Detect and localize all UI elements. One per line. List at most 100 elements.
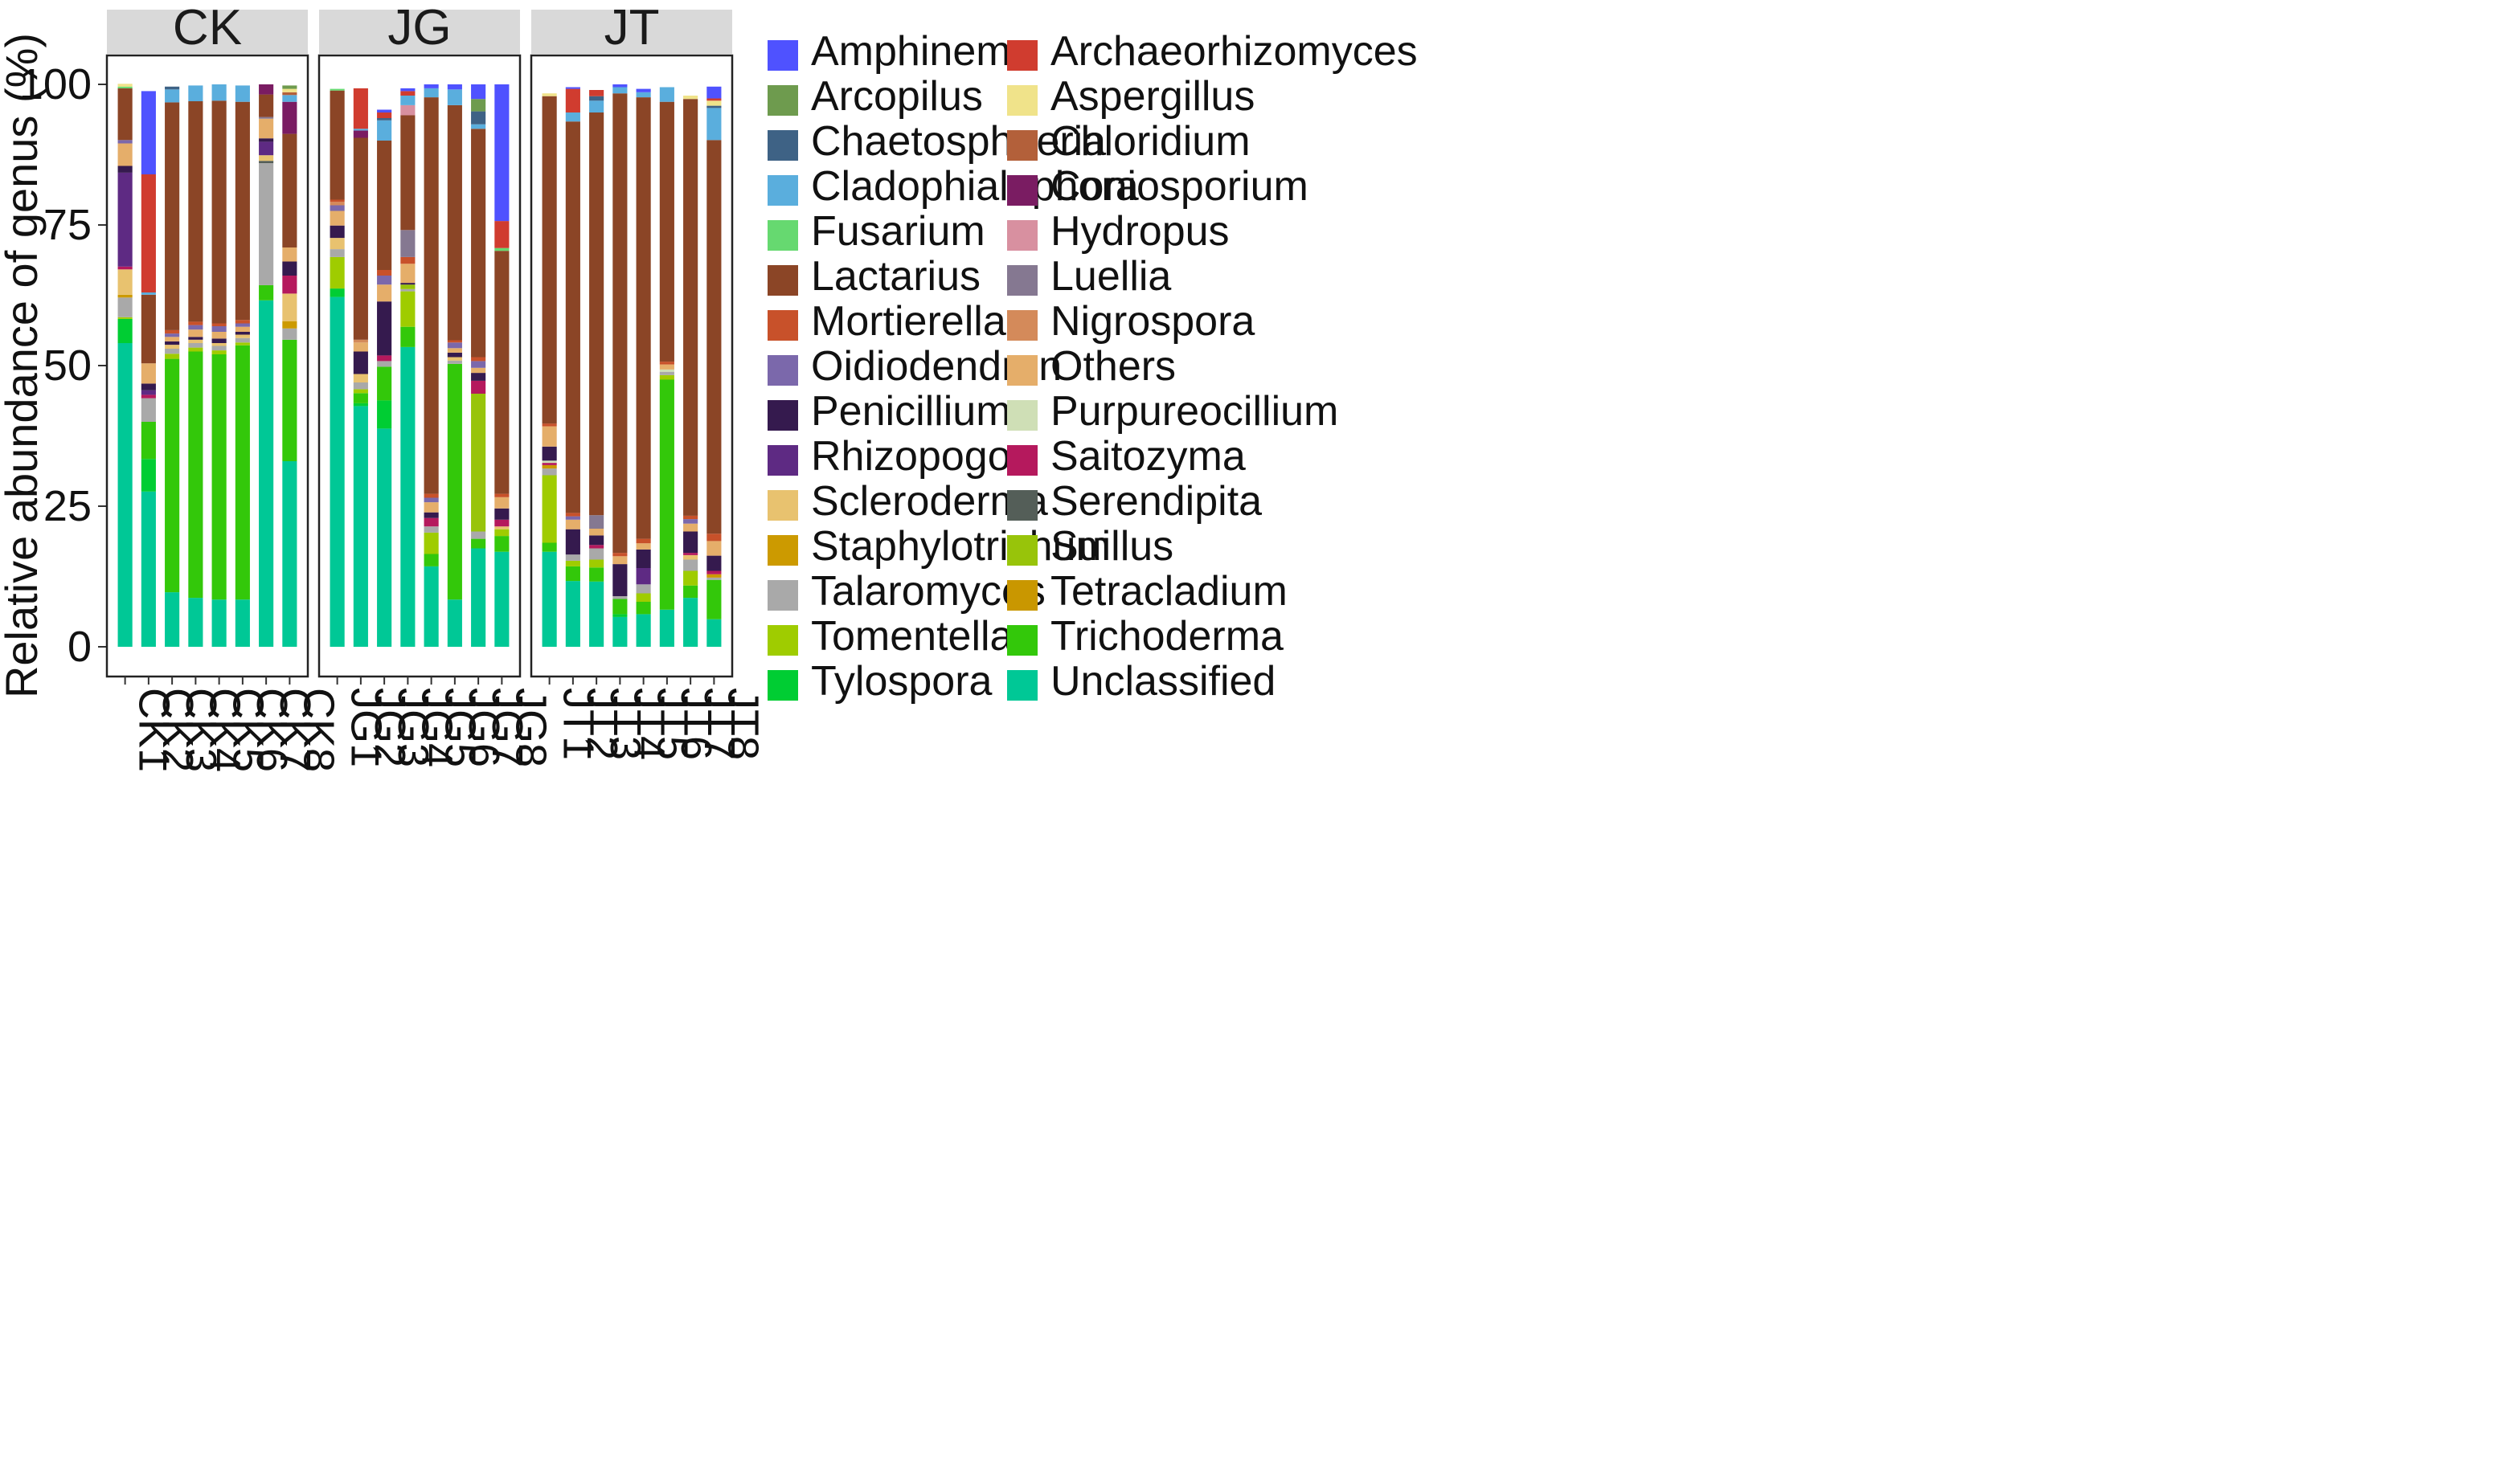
bar-segment-penicillium (706, 555, 722, 571)
bar-segment-lactarius (494, 251, 510, 494)
bar-segment-others (377, 284, 392, 302)
bar-segment-penicillium (683, 531, 698, 554)
bar-segment-scleroderma (117, 269, 133, 295)
bar-segment-others (188, 329, 203, 337)
bar-segment-aspergillus (282, 88, 297, 92)
sample-label: JT3 (601, 688, 649, 760)
bar-segment-mortierella (471, 357, 486, 362)
bar-segment-talaromyces (282, 328, 297, 340)
legend-label: Coniosporium (1050, 163, 1308, 210)
sample-label: JG7 (483, 688, 531, 767)
bar-segment-cladophialophora (706, 108, 722, 141)
bar-jg4 (400, 88, 416, 647)
bar-segment-saitozyma (589, 545, 604, 549)
bar-segment-lactarius (377, 141, 392, 270)
bar-segment-others (447, 348, 462, 353)
bar-segment-serendipita (259, 161, 274, 163)
bar-segment-lactarius (706, 140, 722, 534)
bar-segment-mortierella (165, 329, 180, 334)
bar-segment-scleroderma (330, 238, 345, 250)
bar-ck8 (282, 85, 297, 647)
bar-segment-fusarium (494, 247, 510, 251)
bar-segment-cladophialophora (612, 87, 628, 94)
bar-segment-cladophialophora (589, 107, 604, 112)
bar-segment-archaeorhizomyces (494, 221, 510, 248)
bar-segment-tylospora (377, 400, 392, 429)
bar-segment-staphylotrichum (117, 294, 133, 298)
y-tick-label: 0 (68, 623, 92, 671)
bar-segment-archaeorhizomyces (565, 88, 580, 112)
legend-swatch (768, 130, 798, 161)
bar-segment-lactarius (471, 129, 486, 358)
sample-label: CK7 (271, 688, 319, 772)
bar-segment-saitozyma (377, 355, 392, 362)
bar-segment-oidiodendron (188, 325, 203, 330)
bar-segment-unclassified (683, 598, 698, 647)
sample-label: JT4 (624, 688, 673, 760)
bar-segment-tylospora (117, 318, 133, 343)
legend-label: Talaromyces (811, 568, 1046, 615)
bar-ck3 (165, 86, 180, 647)
bar-segment-others (400, 264, 416, 284)
bar-segment-unclassified (706, 619, 722, 647)
bar-segment-saitozyma (683, 553, 698, 555)
panel-frame (317, 54, 522, 678)
bar-segment-cladophialophora (447, 89, 462, 105)
y-axis-title: Relative abundance of genus (%) (0, 33, 47, 698)
bar-segment-trichoderma (235, 345, 250, 600)
bar-segment-mortierella (636, 538, 651, 544)
bar-segment-archaeorhizomyces (589, 90, 604, 96)
bar-segment-unclassified (494, 551, 510, 647)
y-tick-label: 50 (43, 341, 92, 390)
bar-segment-oidiodendron (447, 342, 462, 349)
sample-label: JT7 (695, 688, 743, 760)
bar-segment-amphinema (565, 87, 580, 89)
bar-segment-trichoderma (377, 366, 392, 401)
legend-item-aspergillus: Aspergillus (1007, 73, 1255, 120)
bar-segment-staphylotrichum (706, 574, 722, 578)
bar-segment-archaeorhizomyces (377, 112, 392, 118)
legend-swatch (1007, 175, 1038, 206)
bar-segment-oidiodendron (330, 205, 345, 211)
bar-segment-tomentella (117, 317, 133, 319)
legend-label: Chaetosphaeria (811, 118, 1106, 165)
bar-segment-penicillium (424, 512, 439, 518)
legend-swatch (768, 265, 798, 296)
bar-segment-fusarium (117, 86, 133, 88)
bar-segment-tomentella (400, 291, 416, 327)
legend-swatch (1007, 535, 1038, 566)
sample-label: JT6 (672, 688, 720, 760)
bar-jg1 (330, 88, 345, 647)
bar-segment-saitozyma (282, 276, 297, 294)
bar-segment-tomentella (188, 347, 203, 352)
facet-strip (531, 10, 732, 54)
legend-item-others: Others (1007, 343, 1176, 390)
sample-label: CK4 (200, 688, 248, 772)
bar-segment-scleroderma (211, 343, 227, 346)
legend-swatch (1007, 220, 1038, 251)
legend-item-tylospora: Tylospora (768, 658, 993, 705)
bar-segment-lactarius (188, 101, 203, 322)
bar-segment-trichoderma (188, 351, 203, 599)
bar-segment-others (471, 367, 486, 374)
bar-segment-staphylotrichum (282, 321, 297, 329)
legend-item-amphinema: Amphinema (768, 28, 1034, 75)
bar-segment-cladophialophora (471, 124, 486, 129)
bar-segment-penicillium (447, 352, 462, 358)
bar-segment-others (589, 529, 604, 536)
bar-segment-others (165, 337, 180, 341)
bar-segment-scleroderma (447, 357, 462, 361)
bar-segment-unclassified (353, 406, 368, 647)
legend-label: Rhizopogon (811, 433, 1034, 480)
bar-segment-talaromyces (636, 584, 651, 594)
bar-segment-penicillium (612, 564, 628, 596)
bar-segment-others (636, 543, 651, 550)
bar-segment-tylospora (330, 288, 345, 297)
bar-ck4 (188, 85, 203, 647)
bar-segment-talaromyces (471, 531, 486, 539)
bar-segment-tomentella (659, 374, 674, 380)
facet-strip-label: JT (604, 0, 660, 55)
legend-label: Trichoderma (1050, 613, 1284, 660)
bar-jg7 (471, 84, 486, 647)
bar-segment-trichoderma (165, 358, 180, 593)
